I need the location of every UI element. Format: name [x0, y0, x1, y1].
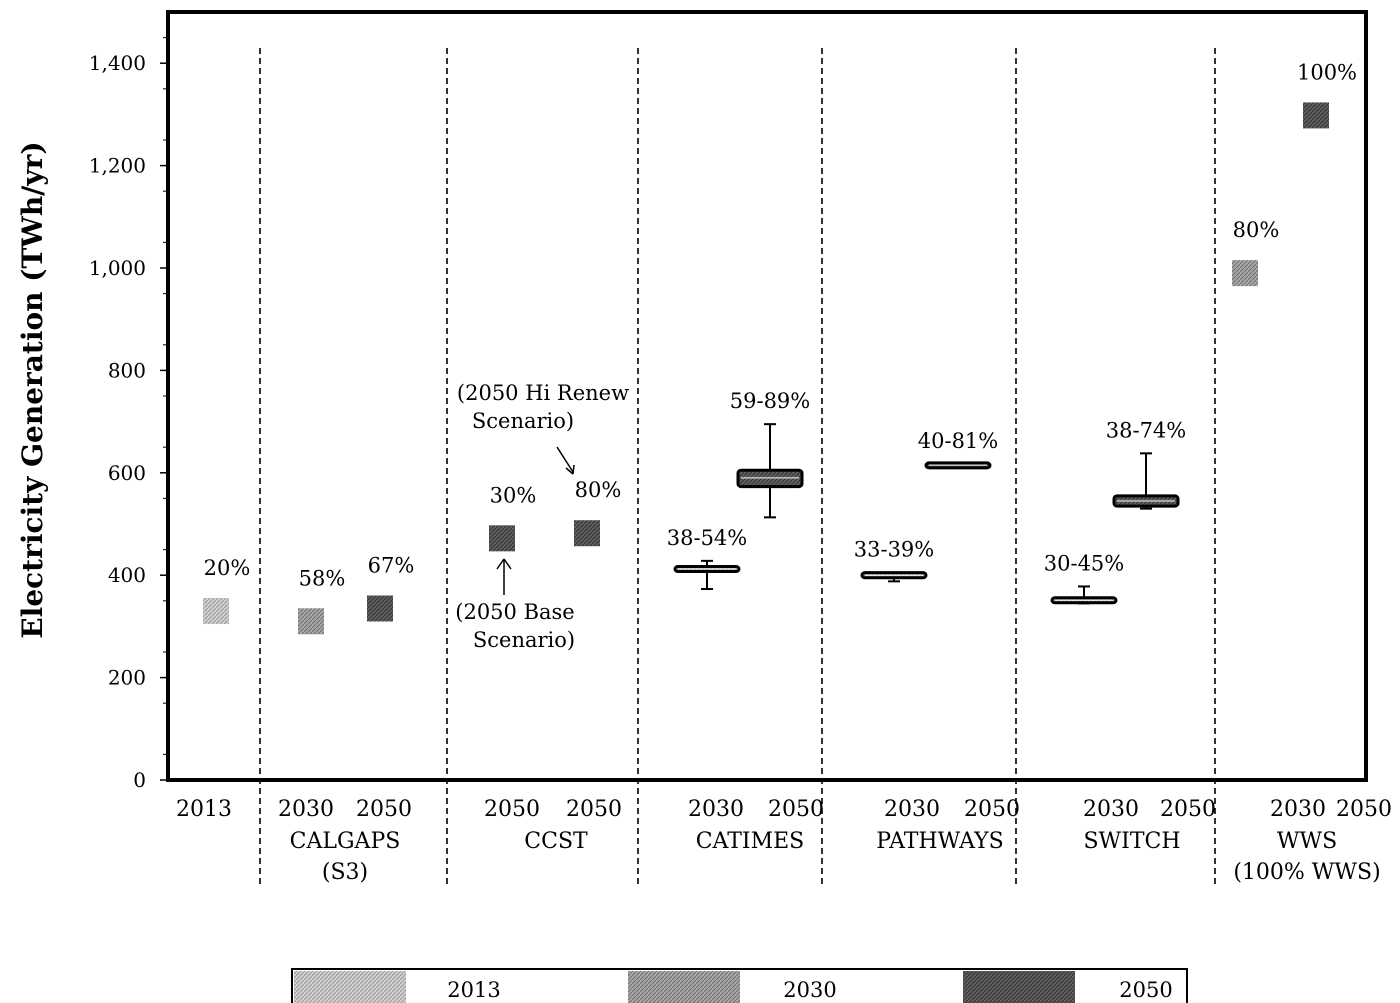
- annotation-arrowhead: [565, 464, 575, 475]
- legend-label: 2050: [1119, 978, 1172, 1002]
- x-year-label: 2030: [688, 797, 744, 822]
- data-point-marker: [367, 595, 393, 622]
- legend-swatch: [294, 971, 406, 1003]
- data-label: 33-39%: [854, 538, 935, 562]
- data-label: 80%: [575, 478, 622, 502]
- y-tick-label: 800: [108, 358, 146, 382]
- data-label: 38-54%: [667, 526, 748, 550]
- data-point-marker: [203, 598, 229, 625]
- legend-label: 2013: [447, 978, 500, 1002]
- legend-label: 2030: [783, 978, 836, 1002]
- x-group-label: CALGAPS: [290, 829, 401, 854]
- data-marks: 20% 58% 67% 30% 80% 80% 100% 38-54% 59-89% 33-39%…: [203, 60, 1357, 635]
- y-tick-label: 400: [108, 563, 146, 587]
- data-point-marker: [1232, 260, 1258, 287]
- x-year-label: 2050: [484, 797, 540, 822]
- x-group-label: CATIMES: [696, 829, 805, 854]
- data-label: 59-89%: [730, 389, 811, 413]
- data-label: 40-81%: [918, 429, 999, 453]
- x-group-label: PATHWAYS: [876, 829, 1003, 854]
- data-label: 80%: [1233, 218, 1280, 242]
- range-box: [736, 468, 804, 489]
- annotation-text: (2050 Hi Renew: [457, 381, 629, 405]
- y-tick-label: 200: [108, 666, 146, 690]
- y-axis: 0 200 400 600 800 1,000 1,200 1,400: [89, 37, 168, 792]
- x-year-label: 2050: [1160, 797, 1216, 822]
- y-tick-label: 600: [108, 461, 146, 485]
- data-label: 30%: [490, 483, 537, 507]
- y-axis-label: Electricity Generation (TWh/yr): [16, 141, 49, 638]
- legend: 2013 2030 2050: [291, 968, 1188, 1003]
- data-label: 67%: [368, 553, 415, 577]
- x-year-label: 2050: [566, 797, 622, 822]
- annotation-arrowhead: [496, 558, 512, 570]
- x-group-label: CCST: [524, 829, 588, 854]
- x-group-label: SWITCH: [1083, 829, 1180, 854]
- group-dividers: [259, 48, 1216, 885]
- x-year-label: 2030: [1270, 797, 1326, 822]
- x-year-label: 2050: [356, 797, 412, 822]
- data-point-marker: [489, 525, 515, 552]
- annotation-text: Scenario): [473, 628, 575, 652]
- x-year-label: 2050: [1336, 797, 1392, 822]
- data-label: 38-74%: [1106, 418, 1187, 442]
- y-tick-label: 1,400: [89, 51, 146, 75]
- data-label: 58%: [299, 566, 346, 590]
- annotations: (2050 Hi Renew Scenario) (2050 Base Scenari…: [455, 381, 629, 652]
- annotation-text: Scenario): [472, 409, 574, 433]
- x-group-label: (S3): [322, 860, 368, 885]
- x-year-label: 2030: [884, 797, 940, 822]
- y-tick-label: 0: [133, 768, 146, 792]
- data-label: 20%: [204, 556, 251, 580]
- y-tick-label: 1,200: [89, 154, 146, 178]
- data-point-marker: [1303, 102, 1329, 129]
- annotation-text: (2050 Base: [455, 600, 574, 624]
- x-year-label: 2050: [964, 797, 1020, 822]
- x-group-label: (100% WWS): [1233, 860, 1380, 885]
- data-label: 30-45%: [1044, 551, 1125, 575]
- data-point-marker: [298, 608, 324, 635]
- x-year-label: 2013: [176, 797, 232, 822]
- x-axis-labels: 2013 2030 2050 CALGAPS (S3) 2050 2050 CCST 2030 2…: [176, 797, 1392, 885]
- data-label: 100%: [1297, 60, 1357, 84]
- x-group-label: WWS: [1277, 829, 1337, 854]
- legend-swatch: [628, 971, 740, 1003]
- annotation-arrow: [556, 446, 574, 473]
- y-tick-label: 1,000: [89, 256, 146, 280]
- legend-swatch: [963, 971, 1075, 1003]
- data-point-marker: [574, 520, 600, 547]
- x-year-label: 2030: [1083, 797, 1139, 822]
- x-year-label: 2050: [768, 797, 824, 822]
- x-year-label: 2030: [278, 797, 334, 822]
